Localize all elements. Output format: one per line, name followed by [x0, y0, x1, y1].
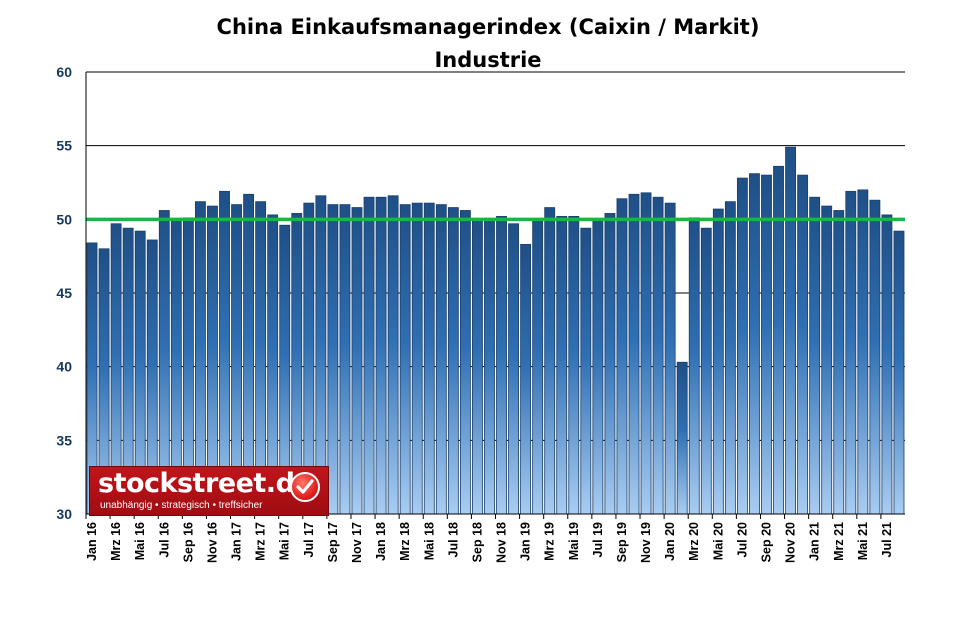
x-tick-label: Nov 18: [495, 522, 509, 563]
bar: [821, 205, 833, 515]
y-tick-label: 45: [56, 285, 72, 301]
y-tick-label: 60: [56, 64, 72, 80]
bar: [568, 215, 580, 515]
x-tick-label: Mai 18: [422, 522, 436, 560]
bar: [676, 361, 688, 515]
bar: [857, 189, 869, 515]
x-tick-label: Mrz 18: [398, 522, 412, 561]
bar: [532, 220, 544, 515]
bar: [688, 217, 700, 515]
x-tick-label: Mrz 20: [687, 522, 701, 561]
y-tick-label: 30: [56, 506, 72, 522]
x-tick-label: Mrz 21: [832, 522, 846, 561]
x-tick-label: Jul 19: [591, 522, 605, 557]
bar: [785, 146, 796, 515]
y-tick-label: 55: [56, 138, 72, 154]
bar: [761, 174, 772, 515]
bar: [869, 199, 881, 515]
bar: [736, 177, 748, 515]
x-tick-label: Mrz 19: [543, 522, 557, 561]
bar: [496, 215, 507, 515]
x-tick-label: Jul 17: [302, 522, 316, 557]
bar: [556, 215, 568, 515]
x-tick-label: Jul 18: [446, 522, 460, 557]
bar: [592, 220, 604, 515]
bar: [327, 204, 339, 515]
x-tick-label: Jan 17: [230, 522, 244, 561]
y-tick-label: 40: [56, 359, 72, 375]
x-tick-label: Nov 20: [784, 522, 798, 563]
bar: [700, 227, 712, 515]
bar: [881, 214, 893, 515]
x-tick-label: Mai 17: [278, 522, 292, 560]
bar: [339, 204, 351, 515]
bar: [833, 210, 845, 515]
bar: [604, 213, 616, 515]
x-tick-label: Jan 19: [519, 522, 533, 561]
bar: [893, 230, 905, 515]
bar: [520, 243, 532, 515]
bar: [484, 218, 495, 515]
x-tick-label: Mai 21: [856, 522, 870, 560]
bar: [652, 196, 664, 515]
bar: [845, 190, 857, 515]
bar: [399, 204, 411, 515]
bar: [351, 207, 363, 515]
bar: [749, 173, 760, 515]
bar: [472, 218, 483, 515]
x-tick-label: Jan 16: [85, 522, 99, 561]
x-tick-label: Mai 19: [567, 522, 581, 560]
bar: [435, 204, 447, 515]
x-tick-label: Jan 18: [374, 522, 388, 561]
x-tick-label: Mrz 16: [109, 522, 123, 561]
chart-subtitle: Industrie: [434, 48, 541, 72]
x-tick-label: Nov 19: [639, 522, 653, 563]
bar: [724, 201, 736, 515]
x-tick-label: Sep 19: [615, 522, 629, 562]
x-tick-label: Jul 21: [880, 522, 894, 557]
bar: [809, 196, 821, 515]
bar: [712, 208, 724, 515]
x-tick-label: Jan 20: [663, 522, 677, 561]
bar: [580, 227, 592, 515]
bar: [508, 223, 519, 515]
x-tick-label: Jul 20: [735, 522, 749, 557]
x-tick-label: Nov 17: [350, 522, 364, 563]
bar: [375, 196, 387, 515]
bar: [459, 210, 471, 515]
y-tick-label: 35: [56, 432, 72, 448]
bar: [423, 202, 435, 515]
x-tick-label: Sep 18: [470, 522, 484, 562]
bar: [387, 195, 399, 515]
chart-title: China Einkaufsmanagerindex (Caixin / Mar…: [217, 15, 760, 39]
bar: [797, 174, 809, 515]
bar: [544, 207, 556, 515]
y-tick-label: 50: [56, 211, 72, 227]
bar: [411, 202, 423, 515]
x-tick-label: Jan 21: [808, 522, 822, 561]
bar: [447, 207, 459, 515]
x-tick-label: Mai 16: [133, 522, 147, 560]
x-tick-label: Jul 16: [157, 522, 171, 557]
y-tick-labels: 30 35 40 45 50 55 60: [56, 64, 72, 522]
x-tick-label: Mrz 17: [254, 522, 268, 561]
x-tick-labels: Jan 16 Mrz 16 Mai 16 Jul 16 Sep 16 Nov 16 Jan …: [85, 522, 894, 563]
logo-wordmark: stockstreet.de: [98, 468, 313, 499]
x-tick-label: Sep 17: [326, 522, 340, 562]
stockstreet-logo: stockstreet.de unabhängig • strategisch …: [89, 466, 329, 516]
bar: [664, 202, 676, 515]
x-tick-label: Sep 20: [759, 522, 773, 562]
x-tick-label: Nov 16: [205, 522, 219, 563]
bar: [628, 193, 640, 515]
bar: [363, 196, 375, 515]
bar: [616, 198, 628, 515]
logo-tagline: unabhängig • strategisch • treffsicher: [100, 500, 263, 511]
x-tick-label: Mai 20: [711, 522, 725, 560]
bars: [86, 146, 905, 515]
bar: [640, 192, 652, 515]
checkmark-icon: [290, 472, 320, 502]
x-tick-label: Sep 16: [181, 522, 195, 562]
